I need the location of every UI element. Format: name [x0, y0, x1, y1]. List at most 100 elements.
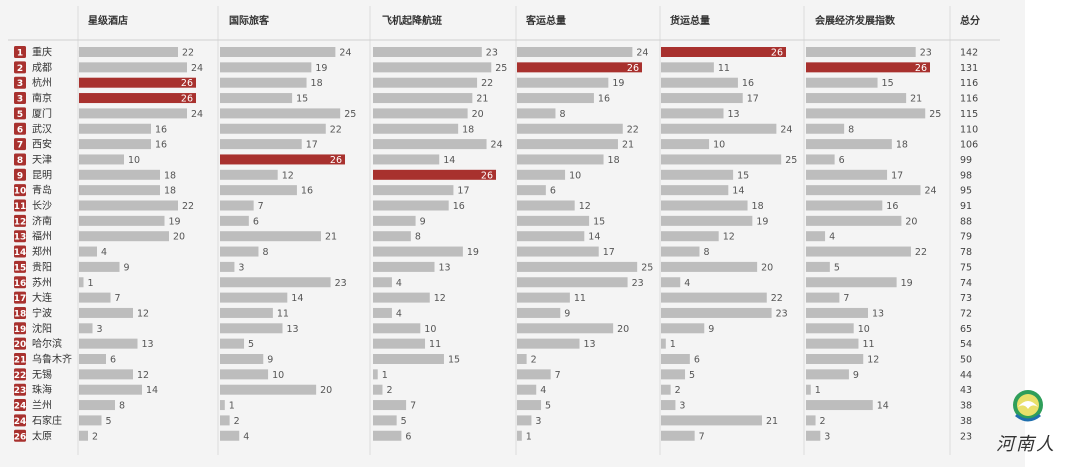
score-label: 4 — [396, 308, 402, 319]
rank-badge — [14, 199, 26, 212]
score-label: 5 — [248, 339, 254, 350]
score-label: 26 — [771, 48, 783, 59]
total-score: 131 — [960, 63, 978, 74]
score-label: 19 — [901, 278, 913, 289]
score-bar — [220, 307, 273, 318]
total-score: 50 — [960, 355, 972, 366]
score-label: 17 — [891, 170, 903, 181]
score-label: 16 — [155, 140, 167, 151]
score-label: 19 — [467, 247, 479, 258]
rank-badge — [14, 368, 26, 381]
score-bar — [517, 384, 537, 395]
score-bar — [373, 338, 426, 349]
score-bar — [517, 231, 585, 242]
rank-number: 6 — [17, 125, 23, 135]
score-bar — [220, 430, 240, 441]
rank-number: 2 — [17, 64, 23, 74]
city-name: 贵阳 — [32, 260, 52, 273]
score-bar — [517, 139, 618, 150]
total-score: 38 — [960, 401, 972, 412]
score-bar — [661, 307, 772, 318]
score-label: 18 — [752, 201, 764, 212]
score-bar — [79, 123, 151, 134]
score-label: 5 — [689, 370, 695, 381]
score-label: 8 — [848, 124, 854, 135]
score-bar — [806, 231, 826, 242]
rank-number: 19 — [14, 325, 27, 335]
score-label: 10 — [569, 170, 581, 181]
score-bar — [806, 47, 916, 57]
score-bar — [220, 185, 297, 196]
score-bar — [373, 231, 411, 242]
score-label: 2 — [675, 385, 681, 396]
score-bar — [517, 400, 542, 411]
score-label: 16 — [598, 94, 610, 105]
score-bar — [661, 277, 681, 288]
score-bar — [517, 415, 532, 426]
city-name: 沈阳 — [32, 322, 52, 335]
score-label: 26 — [330, 155, 342, 166]
score-label: 6 — [839, 155, 845, 166]
city-name: 福州 — [32, 230, 52, 243]
rank-badge — [14, 429, 26, 442]
score-label: 26 — [915, 63, 927, 74]
score-label: 16 — [886, 201, 898, 212]
score-label: 23 — [632, 278, 644, 289]
score-bar — [661, 384, 671, 395]
score-label: 11 — [277, 308, 289, 319]
score-bar — [220, 400, 225, 411]
score-label: 13 — [728, 109, 740, 120]
score-bar — [373, 400, 407, 411]
rank-number: 8 — [17, 156, 23, 166]
score-bar — [517, 354, 527, 364]
score-bar — [517, 323, 614, 334]
score-label: 14 — [877, 401, 889, 412]
score-bar — [220, 323, 283, 334]
total-score: 116 — [960, 78, 978, 89]
score-label: 25 — [929, 109, 941, 120]
score-bar — [79, 261, 120, 272]
score-bar — [220, 292, 288, 303]
rank-badge — [14, 153, 26, 166]
city-name: 大连 — [32, 291, 52, 304]
total-score: 73 — [960, 293, 972, 304]
score-label: 2 — [234, 416, 240, 427]
city-name: 天津 — [32, 154, 52, 166]
score-bar — [79, 200, 178, 211]
score-label: 11 — [429, 339, 441, 350]
score-bar — [661, 246, 700, 257]
total-score: 99 — [960, 155, 972, 166]
score-bar — [79, 215, 165, 226]
city-name: 哈尔滨 — [32, 337, 62, 350]
score-bar — [220, 277, 331, 288]
score-label: 21 — [910, 94, 922, 105]
score-bar — [373, 215, 416, 226]
rank-badge — [14, 46, 26, 58]
score-label: 15 — [882, 78, 894, 89]
rank-number: 16 — [14, 279, 27, 289]
ranking-table: 星级酒店 国际旅客 飞机起降航班 客运总量 货运总量 会展经济发展指数 总分 1 重庆 22 24 2… — [0, 0, 1025, 467]
score-bar — [220, 123, 326, 134]
city-name: 昆明 — [32, 169, 52, 181]
rank-badge — [14, 168, 26, 181]
score-bar — [79, 384, 142, 395]
score-bar — [79, 430, 88, 441]
score-label: 18 — [896, 140, 908, 151]
score-label: 15 — [296, 94, 308, 105]
rank-badge — [14, 61, 26, 74]
rank-number: 12 — [14, 217, 27, 227]
watermark-text: 河南人 — [996, 434, 1056, 455]
score-label: 9 — [420, 216, 426, 227]
score-label: 12 — [867, 355, 879, 366]
score-bar — [79, 231, 169, 242]
score-bar — [373, 47, 482, 57]
total-score: 23 — [960, 431, 972, 442]
score-bar — [517, 261, 638, 272]
score-bar — [517, 62, 642, 73]
rank-badge — [14, 138, 26, 151]
score-label: 26 — [181, 78, 193, 89]
score-bar — [373, 246, 463, 257]
score-bar — [517, 215, 590, 226]
score-bar — [79, 292, 111, 303]
score-bar — [373, 261, 435, 272]
